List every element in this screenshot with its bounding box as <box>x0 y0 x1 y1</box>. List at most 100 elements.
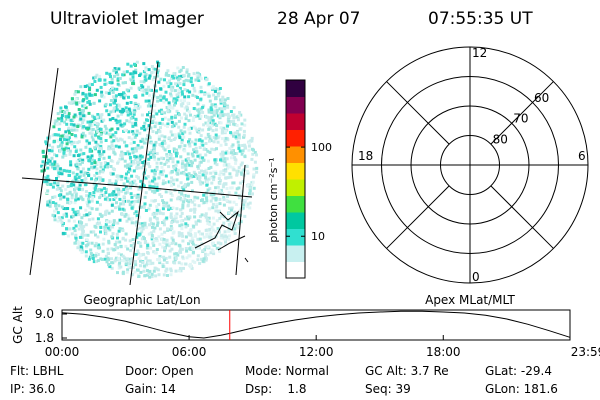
pixel <box>107 182 111 186</box>
pixel <box>85 213 89 217</box>
pixel <box>206 132 210 136</box>
pixel <box>201 173 205 177</box>
pixel <box>112 95 116 99</box>
pixel <box>191 154 195 158</box>
pixel <box>151 222 155 226</box>
pixel <box>165 153 169 157</box>
pixel <box>240 169 244 173</box>
color-step <box>286 96 305 114</box>
pixel <box>59 110 63 114</box>
pixel <box>137 86 141 90</box>
pixel <box>74 198 78 202</box>
pixel <box>168 255 172 259</box>
pixel <box>153 226 157 230</box>
pixel <box>117 145 121 149</box>
pixel <box>139 154 143 158</box>
date: 28 Apr 07 <box>277 9 360 29</box>
pixel <box>141 261 145 264</box>
pixel <box>224 136 228 140</box>
pixel <box>76 141 80 145</box>
pixel <box>98 99 102 103</box>
pixel <box>106 198 110 202</box>
pixel <box>148 104 152 108</box>
pixel <box>56 211 60 215</box>
pixel <box>82 224 86 228</box>
pixel <box>72 210 76 214</box>
pixel <box>172 147 176 151</box>
pixel <box>125 172 128 176</box>
pixel <box>124 191 128 195</box>
pixel <box>220 131 224 135</box>
pixel <box>125 219 129 223</box>
pixel <box>129 64 133 68</box>
pixel <box>226 176 230 180</box>
pixel <box>64 138 68 142</box>
pixel <box>99 257 103 261</box>
pixel <box>60 116 64 120</box>
pixel <box>115 87 119 91</box>
pixel <box>155 71 159 75</box>
pixel <box>58 167 62 171</box>
pixel <box>79 245 83 249</box>
pixel <box>212 178 216 182</box>
pixel <box>213 87 217 91</box>
x-tick-label: 06:00 <box>172 345 207 359</box>
pixel <box>160 156 164 160</box>
pixel <box>170 133 174 137</box>
pixel <box>155 237 158 240</box>
pixel <box>186 74 190 78</box>
pixel <box>234 135 238 139</box>
pixel <box>145 141 149 145</box>
pixel <box>209 176 213 180</box>
pixel <box>93 244 97 248</box>
pixel <box>184 217 188 221</box>
pixel <box>203 248 207 252</box>
pixel <box>80 233 84 237</box>
pixel <box>146 175 150 179</box>
pixel <box>192 125 196 129</box>
pixel <box>148 259 152 263</box>
pixel <box>73 190 77 194</box>
pixel <box>102 237 106 241</box>
pixel <box>247 144 251 148</box>
pixel <box>70 193 74 197</box>
pixel <box>201 259 205 263</box>
pixel <box>198 171 202 175</box>
pixel <box>169 139 173 142</box>
pixel <box>229 175 233 179</box>
pixel <box>216 92 220 96</box>
pixel <box>87 194 91 198</box>
pixel <box>69 184 73 188</box>
pixel <box>108 128 112 132</box>
pixel <box>233 157 237 161</box>
pixel <box>99 226 103 229</box>
pixel <box>118 137 122 141</box>
pixel <box>51 195 55 199</box>
pixel <box>199 160 203 164</box>
pixel <box>91 119 95 123</box>
pixel <box>204 212 208 216</box>
pixel <box>180 186 184 190</box>
pixel <box>97 243 101 247</box>
ring-label: 70 <box>513 112 528 126</box>
pixel <box>189 113 192 117</box>
pixel <box>229 186 233 190</box>
pixel <box>170 221 174 225</box>
pixel <box>80 250 84 254</box>
pixel <box>94 225 98 229</box>
pixel <box>193 210 197 214</box>
pixel <box>120 177 124 181</box>
pixel <box>144 73 148 77</box>
pixel <box>218 197 222 201</box>
pixel <box>126 261 130 265</box>
pixel <box>221 153 225 157</box>
pixel <box>224 151 228 155</box>
pixel <box>179 269 183 273</box>
pixel <box>121 207 125 211</box>
pixel <box>134 117 138 121</box>
pixel <box>91 138 95 142</box>
pixel <box>129 101 133 104</box>
pixel <box>165 216 169 220</box>
pixel <box>71 126 74 130</box>
pixel <box>91 114 94 118</box>
